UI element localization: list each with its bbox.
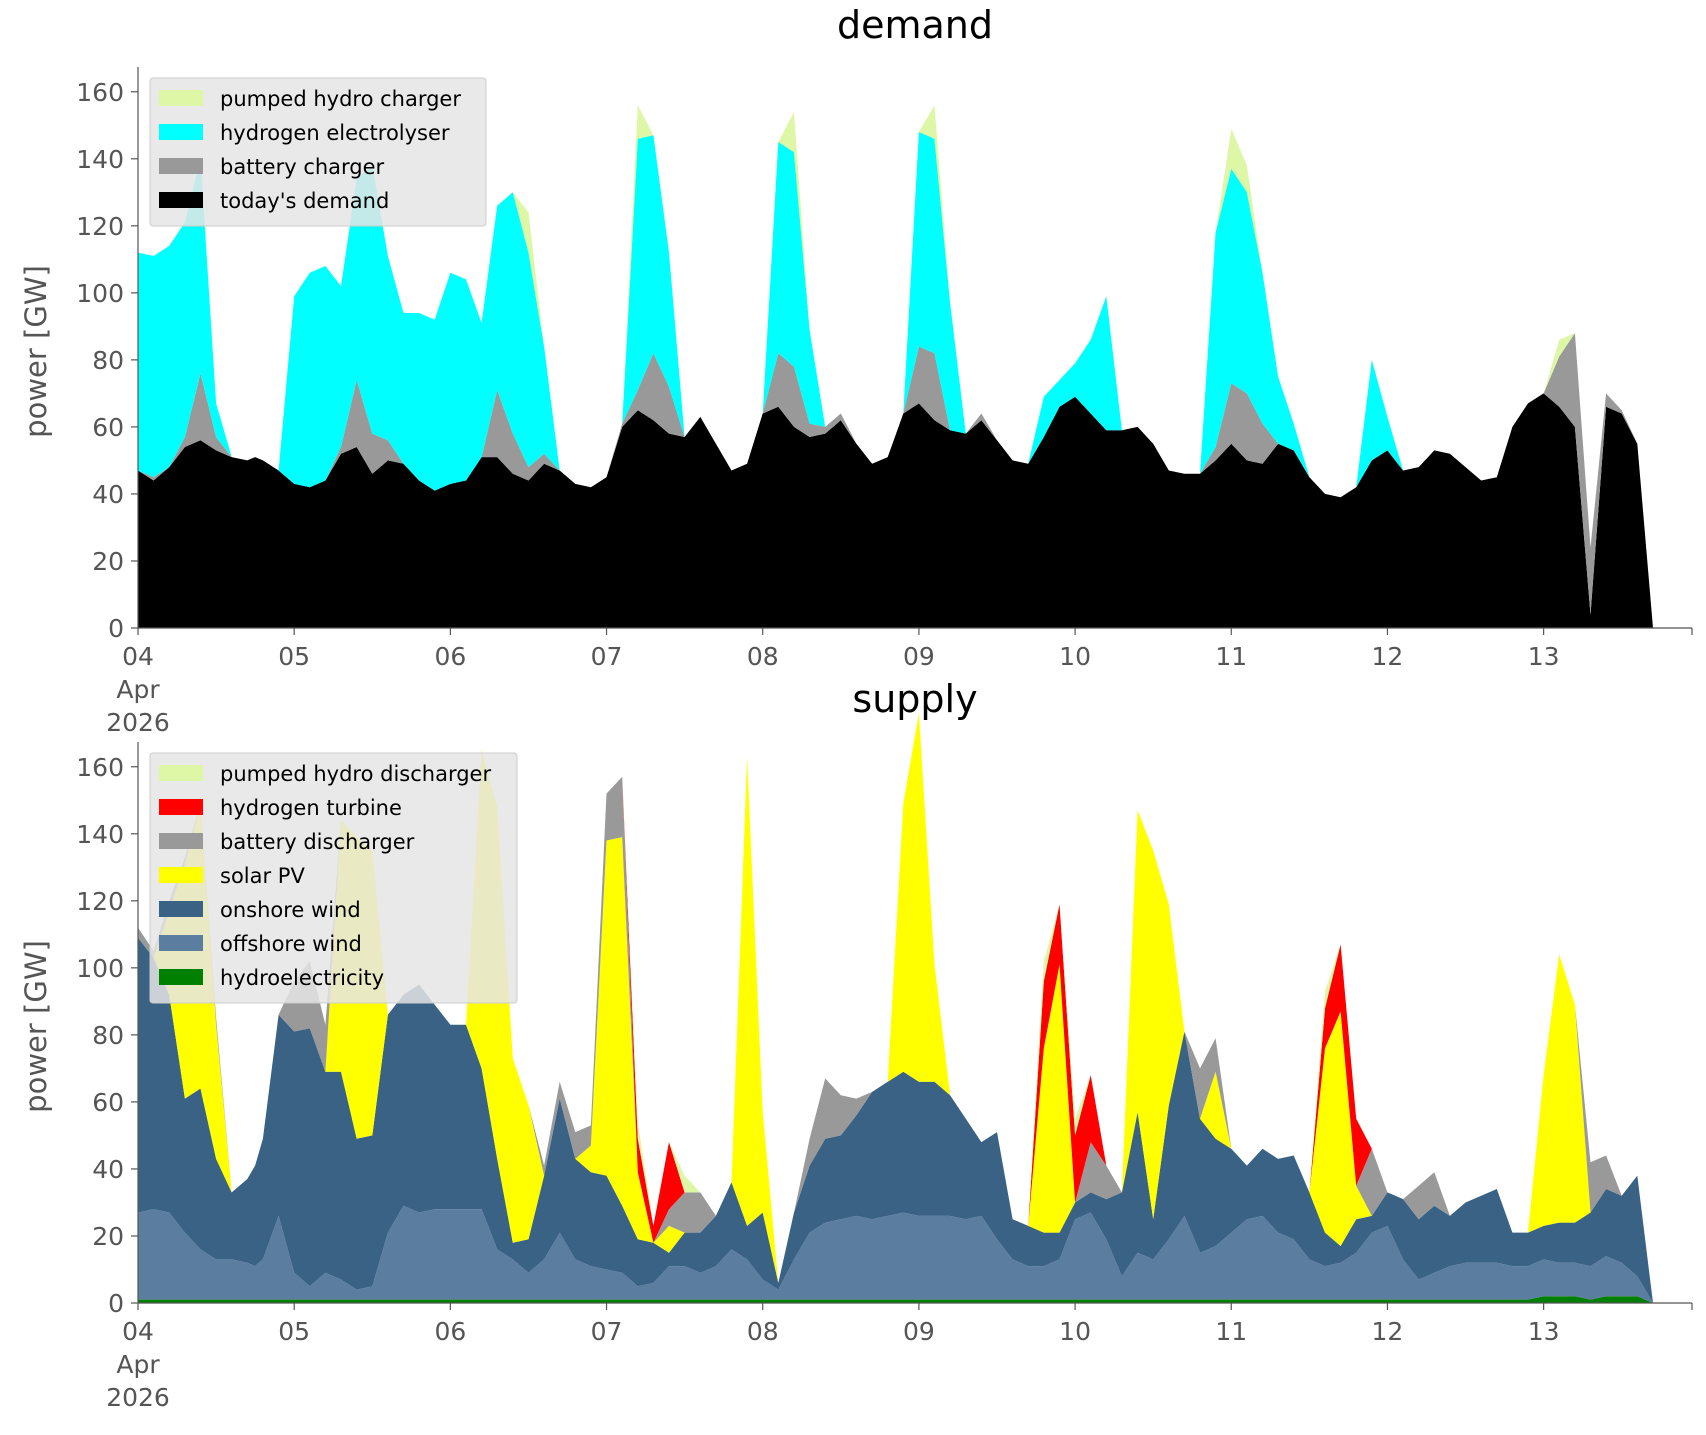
series-area-pumped-hydro-charger: [138, 105, 1692, 628]
y-tick-label: 120: [76, 212, 124, 241]
x-tick-label: 05: [278, 1317, 310, 1346]
y-tick-label: 0: [108, 1289, 124, 1318]
supply-areas: [138, 713, 1692, 1303]
series-area-solar-pv: [138, 713, 1692, 1303]
y-tick-label: 0: [108, 614, 124, 643]
x-tick-label: 08: [747, 1317, 779, 1346]
legend-label: pumped hydro discharger: [220, 762, 491, 786]
x-tick-label: 12: [1372, 642, 1404, 671]
demand-panel: demand 0 20 40 60 80 100 120 140 160 power [GW] 04 0…: [19, 3, 1693, 737]
legend-swatch: [159, 935, 203, 951]
y-tick-label: 140: [76, 145, 124, 174]
y-tick-label: 20: [92, 547, 124, 576]
legend-label: hydrogen electrolyser: [220, 121, 450, 145]
x-tick-label: 09: [903, 1317, 935, 1346]
legend-box: [149, 77, 487, 227]
x-tick-label: 10: [1059, 1317, 1091, 1346]
legend-box: [149, 752, 518, 1004]
x-tick-label: 10: [1059, 642, 1091, 671]
x-tick-label: 04: [122, 642, 154, 671]
legend-swatch: [159, 765, 203, 781]
x-tick-sublabel: Apr: [116, 675, 160, 704]
supply-title: supply: [852, 677, 977, 721]
series-area-offshore-wind: [138, 1205, 1692, 1303]
x-tick-label: 04: [122, 1317, 154, 1346]
y-tick-label: 80: [92, 346, 124, 375]
legend-swatch: [159, 901, 203, 917]
x-tick-label: 13: [1528, 642, 1560, 671]
y-tick-label: 40: [92, 480, 124, 509]
x-tick-label: 06: [434, 1317, 466, 1346]
y-tick-label: 100: [76, 954, 124, 983]
supply-legend: pumped hydro discharger hydrogen turbine b…: [149, 752, 518, 1004]
x-tick-label: 12: [1372, 1317, 1404, 1346]
x-tick-label: 07: [591, 642, 623, 671]
y-tick-label: 160: [76, 78, 124, 107]
legend-swatch: [159, 969, 203, 985]
x-tick-sublabel: 2026: [106, 708, 170, 737]
legend-swatch: [159, 158, 203, 174]
series-area-hydroelectricity: [138, 1296, 1692, 1303]
legend-swatch: [159, 192, 203, 208]
legend-swatch: [159, 867, 203, 883]
y-tick-label: 20: [92, 1222, 124, 1251]
legend-swatch: [159, 124, 203, 140]
y-tick-label: 120: [76, 887, 124, 916]
x-tick-label: 13: [1528, 1317, 1560, 1346]
x-tick-label: 08: [747, 642, 779, 671]
x-tick-label: 11: [1215, 642, 1247, 671]
y-tick-label: 100: [76, 279, 124, 308]
series-area-onshore-wind: [138, 937, 1692, 1303]
x-tick-label: 07: [591, 1317, 623, 1346]
legend-label: onshore wind: [220, 898, 361, 922]
demand-areas: [138, 105, 1692, 628]
x-tick-sublabel: Apr: [116, 1350, 160, 1379]
series-area-hydrogen-electrolyser: [138, 132, 1692, 628]
supply-panel: supply 0 20 40 60 80 100 120 140 160 power [GW] 04 0…: [19, 677, 1693, 1412]
y-tick-label: 80: [92, 1021, 124, 1050]
legend-label: hydrogen turbine: [220, 796, 402, 820]
demand-y-axis-label: power [GW]: [19, 265, 53, 438]
demand-title: demand: [837, 3, 993, 47]
legend-label: solar PV: [220, 864, 305, 888]
legend-label: battery discharger: [220, 830, 415, 854]
y-tick-label: 40: [92, 1155, 124, 1184]
y-tick-label: 140: [76, 820, 124, 849]
x-tick-label: 06: [434, 642, 466, 671]
legend-swatch: [159, 90, 203, 106]
x-tick-label: 05: [278, 642, 310, 671]
legend-label: pumped hydro charger: [220, 87, 461, 111]
x-tick-label: 09: [903, 642, 935, 671]
legend-label: battery charger: [220, 155, 385, 179]
y-tick-label: 60: [92, 1088, 124, 1117]
series-area-today-s-demand: [138, 393, 1692, 628]
y-tick-label: 60: [92, 413, 124, 442]
x-tick-label: 11: [1215, 1317, 1247, 1346]
legend-label: hydroelectricity: [220, 966, 384, 990]
x-tick-sublabel: 2026: [106, 1383, 170, 1412]
legend-label: offshore wind: [220, 932, 362, 956]
legend-swatch: [159, 833, 203, 849]
supply-y-axis-label: power [GW]: [19, 940, 53, 1113]
demand-legend: pumped hydro charger hydrogen electrolyse…: [149, 77, 487, 227]
series-area-battery-charger: [138, 333, 1692, 628]
legend-label: today's demand: [220, 189, 389, 213]
y-tick-label: 160: [76, 753, 124, 782]
legend-swatch: [159, 799, 203, 815]
